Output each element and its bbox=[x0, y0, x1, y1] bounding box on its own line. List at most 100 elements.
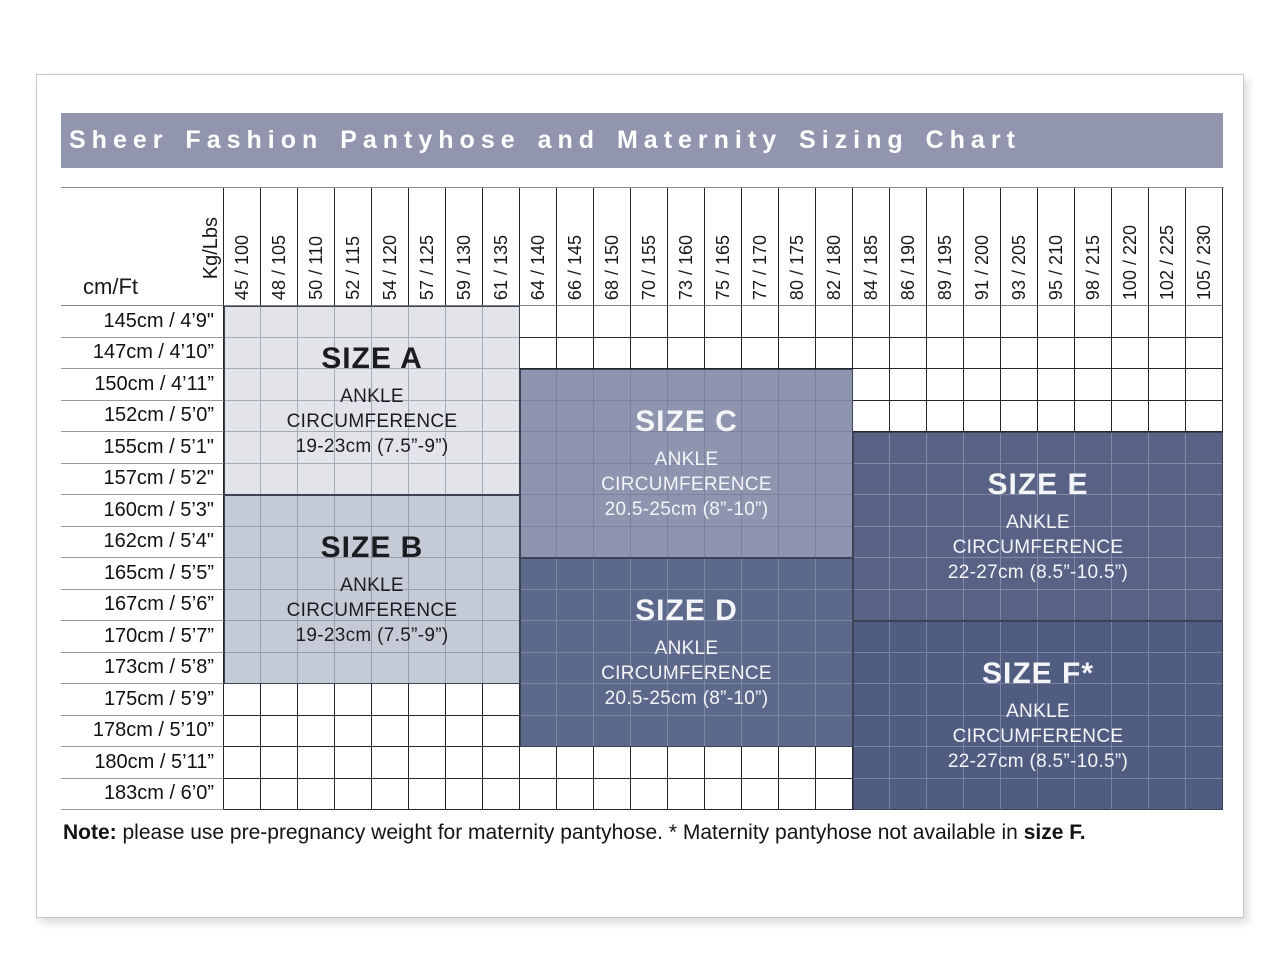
cell-size-b bbox=[446, 495, 483, 527]
cell-size-e bbox=[927, 526, 964, 558]
cell-empty bbox=[372, 778, 409, 810]
cell-size-f bbox=[890, 621, 927, 653]
cell-empty bbox=[1112, 306, 1149, 338]
cell-size-d bbox=[668, 621, 705, 653]
ankle-circumference-line: CIRCUMFERENCE bbox=[601, 473, 772, 495]
cell-size-f bbox=[1001, 778, 1038, 810]
weight-header-cell: 93 / 205 bbox=[1001, 188, 1038, 306]
corner-cell: Kg/Lbs cm/Ft bbox=[61, 188, 224, 306]
ankle-circumference-line: CIRCUMFERENCE bbox=[286, 410, 458, 432]
cell-size-b bbox=[409, 526, 446, 558]
cell-empty bbox=[927, 369, 964, 401]
cell-size-c bbox=[631, 526, 668, 558]
cell-size-c bbox=[742, 400, 779, 432]
cell-size-a bbox=[409, 432, 446, 464]
cell-size-e bbox=[853, 463, 890, 495]
cell-empty bbox=[853, 400, 890, 432]
cell-empty bbox=[446, 747, 483, 779]
cell-size-a bbox=[335, 400, 372, 432]
cell-empty bbox=[1038, 306, 1075, 338]
cell-size-c bbox=[816, 369, 853, 401]
cell-size-f bbox=[890, 652, 927, 684]
cell-size-c bbox=[557, 400, 594, 432]
cell-size-a bbox=[483, 400, 520, 432]
size-region-f: SIZE F* ANKLE CIRCUMFERENCE 22-27cm (8.5”-1… bbox=[853, 621, 1223, 810]
weight-header-cell: 68 / 150 bbox=[594, 188, 631, 306]
cell-size-e bbox=[1112, 526, 1149, 558]
cell-size-f bbox=[1001, 621, 1038, 653]
cell-empty bbox=[483, 715, 520, 747]
cell-size-a bbox=[261, 432, 298, 464]
cell-size-c bbox=[742, 432, 779, 464]
cell-size-b bbox=[483, 621, 520, 653]
cell-size-a bbox=[224, 463, 261, 495]
cell-size-f bbox=[1038, 747, 1075, 779]
cell-empty bbox=[742, 337, 779, 369]
cell-size-b bbox=[261, 652, 298, 684]
height-row-label: 150cm / 4’11” bbox=[61, 369, 224, 401]
height-row-label: 160cm / 5’3" bbox=[61, 495, 224, 527]
cell-size-e bbox=[1112, 589, 1149, 621]
cell-size-f bbox=[1075, 747, 1112, 779]
weight-header-cell: 57 / 125 bbox=[409, 188, 446, 306]
cell-empty bbox=[557, 778, 594, 810]
cell-size-a bbox=[446, 432, 483, 464]
cell-size-f bbox=[1186, 715, 1223, 747]
cell-size-b bbox=[224, 589, 261, 621]
weight-header-cell: 102 / 225 bbox=[1149, 188, 1186, 306]
cell-size-e bbox=[1149, 463, 1186, 495]
cell-size-a bbox=[335, 337, 372, 369]
cell-empty bbox=[668, 747, 705, 779]
cell-empty bbox=[1149, 306, 1186, 338]
cell-size-d bbox=[668, 652, 705, 684]
cell-empty bbox=[1075, 400, 1112, 432]
cell-size-c bbox=[705, 526, 742, 558]
cell-size-d bbox=[594, 558, 631, 590]
cell-size-c bbox=[668, 526, 705, 558]
cell-size-c bbox=[557, 463, 594, 495]
cell-empty bbox=[1186, 369, 1223, 401]
cell-empty bbox=[705, 306, 742, 338]
cell-empty bbox=[853, 369, 890, 401]
cell-size-f bbox=[890, 747, 927, 779]
cell-size-e bbox=[1186, 432, 1223, 464]
cell-size-f bbox=[853, 715, 890, 747]
cell-empty bbox=[224, 715, 261, 747]
cell-size-f bbox=[1001, 684, 1038, 716]
cell-size-d bbox=[557, 621, 594, 653]
size-region-a: SIZE A ANKLE CIRCUMFERENCE 19-23cm (7.5”-9”… bbox=[224, 306, 520, 495]
ankle-circumference-line: ANKLE bbox=[340, 574, 404, 596]
cell-empty bbox=[335, 778, 372, 810]
cell-size-e bbox=[1112, 432, 1149, 464]
size-region-e: SIZE E ANKLE CIRCUMFERENCE 22-27cm (8.5”-10… bbox=[853, 432, 1223, 621]
cell-size-d bbox=[631, 621, 668, 653]
cell-size-b bbox=[446, 526, 483, 558]
cell-empty bbox=[335, 684, 372, 716]
cell-empty bbox=[779, 747, 816, 779]
cell-size-f bbox=[964, 684, 1001, 716]
cell-size-c bbox=[594, 369, 631, 401]
cell-empty bbox=[927, 306, 964, 338]
weight-header-cell: 52 / 115 bbox=[335, 188, 372, 306]
cell-size-d bbox=[520, 684, 557, 716]
cell-empty bbox=[964, 337, 1001, 369]
weight-header-cell: 100 / 220 bbox=[1112, 188, 1149, 306]
ankle-circumference-text: ANKLE CIRCUMFERENCE 19-23cm (7.5”-9”) bbox=[287, 573, 458, 648]
height-unit-label: cm/Ft bbox=[83, 274, 138, 299]
cell-size-e bbox=[964, 589, 1001, 621]
cell-empty bbox=[446, 778, 483, 810]
cell-size-e bbox=[1075, 432, 1112, 464]
cell-size-b bbox=[261, 558, 298, 590]
cell-size-f bbox=[1112, 684, 1149, 716]
cell-size-f bbox=[964, 715, 1001, 747]
weight-header-cell: 80 / 175 bbox=[779, 188, 816, 306]
chart-title-bar: Sheer Fashion Pantyhose and Maternity Si… bbox=[61, 113, 1223, 168]
cell-size-b bbox=[372, 495, 409, 527]
cell-size-e bbox=[1038, 495, 1075, 527]
cell-size-c bbox=[520, 495, 557, 527]
cell-size-a bbox=[372, 400, 409, 432]
cell-size-d bbox=[520, 558, 557, 590]
cell-size-f bbox=[1112, 747, 1149, 779]
cell-size-d bbox=[779, 558, 816, 590]
cell-size-e bbox=[1186, 495, 1223, 527]
